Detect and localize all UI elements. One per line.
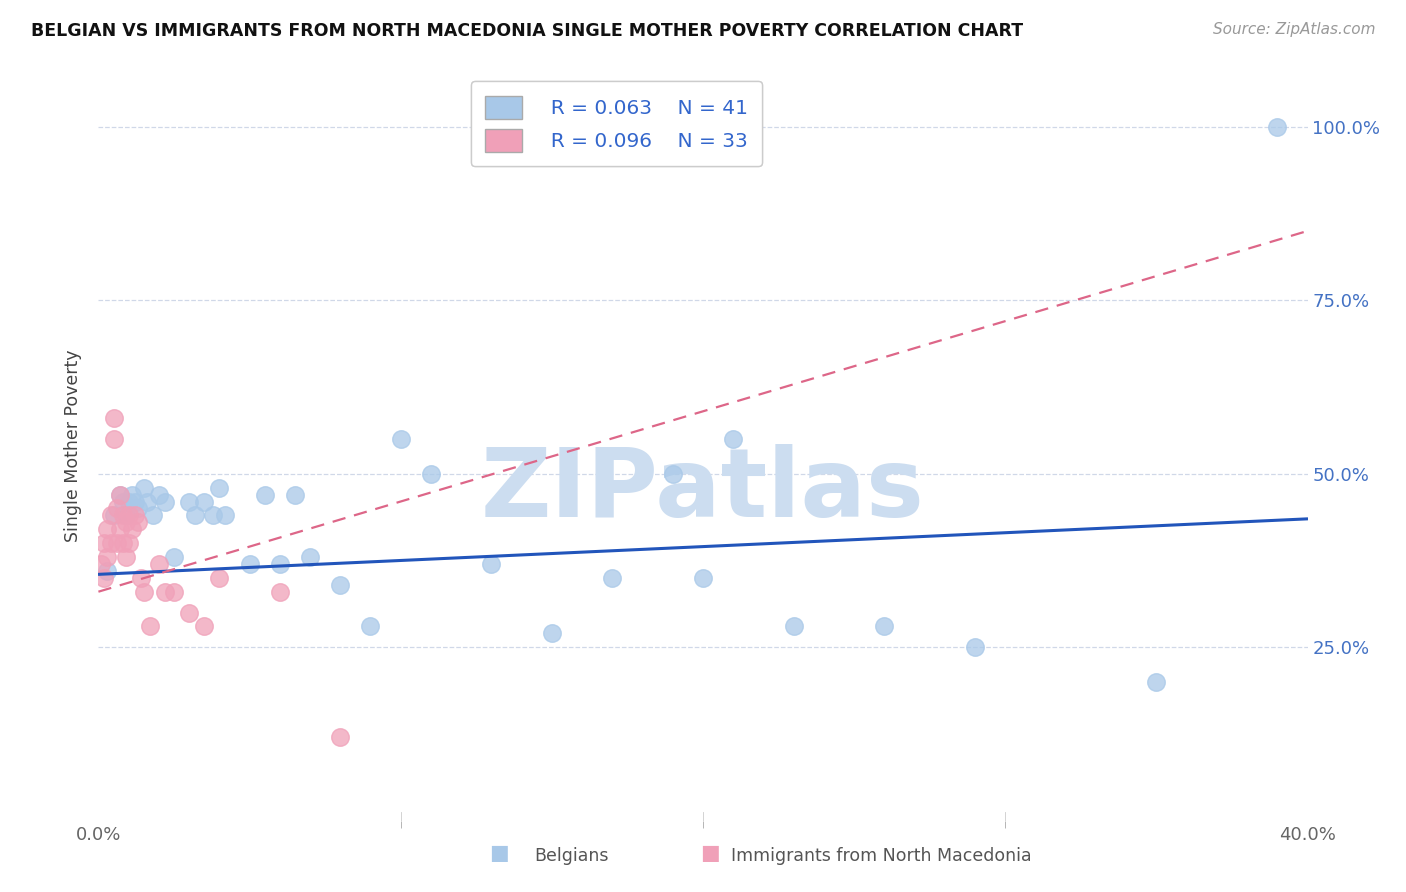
Point [193, 619, 215, 633]
Point [90, 557, 112, 571]
Point [269, 557, 291, 571]
Point [163, 584, 186, 599]
Point [692, 571, 714, 585]
Point [118, 536, 141, 550]
Text: Source: ZipAtlas.com: Source: ZipAtlas.com [1212, 22, 1375, 37]
Point [103, 411, 125, 425]
Point [284, 487, 307, 501]
Point [253, 487, 276, 501]
Text: ■: ■ [700, 843, 720, 863]
Point [481, 557, 503, 571]
Point [783, 619, 806, 633]
Point [127, 516, 149, 530]
Point [661, 467, 683, 481]
Point [239, 557, 262, 571]
Point [124, 508, 146, 523]
Point [103, 432, 125, 446]
Point [299, 549, 322, 564]
Point [1267, 120, 1289, 134]
Point [360, 619, 382, 633]
Point [723, 432, 745, 446]
Point [179, 494, 201, 508]
Point [124, 494, 146, 508]
Point [208, 571, 231, 585]
Point [965, 640, 987, 655]
Legend:   R = 0.063    N = 41,   R = 0.096    N = 33: R = 0.063 N = 41, R = 0.096 N = 33 [471, 81, 762, 166]
Point [129, 571, 152, 585]
Point [114, 508, 136, 523]
Point [179, 606, 201, 620]
Text: Belgians: Belgians [534, 847, 609, 865]
Point [127, 501, 149, 516]
Point [540, 626, 562, 640]
Point [873, 619, 896, 633]
Point [139, 619, 162, 633]
Point [111, 508, 134, 523]
Point [1144, 674, 1167, 689]
Point [153, 584, 176, 599]
Point [329, 578, 352, 592]
Text: Immigrants from North Macedonia: Immigrants from North Macedonia [731, 847, 1032, 865]
Point [93, 536, 115, 550]
Point [132, 481, 155, 495]
Point [108, 522, 131, 536]
Point [602, 571, 624, 585]
Point [193, 494, 215, 508]
Point [96, 549, 118, 564]
Point [93, 571, 115, 585]
Point [111, 494, 134, 508]
Point [108, 487, 131, 501]
Point [121, 487, 143, 501]
Point [114, 549, 136, 564]
Text: ZIPatlas: ZIPatlas [481, 444, 925, 538]
Point [132, 584, 155, 599]
Point [114, 516, 136, 530]
Point [118, 494, 141, 508]
Point [100, 508, 122, 523]
Point [148, 487, 170, 501]
Point [96, 522, 118, 536]
Point [103, 508, 125, 523]
Point [208, 481, 231, 495]
Point [389, 432, 412, 446]
Point [108, 487, 131, 501]
Point [269, 584, 291, 599]
Text: BELGIAN VS IMMIGRANTS FROM NORTH MACEDONIA SINGLE MOTHER POVERTY CORRELATION CHA: BELGIAN VS IMMIGRANTS FROM NORTH MACEDON… [31, 22, 1024, 40]
Point [121, 522, 143, 536]
Point [111, 536, 134, 550]
Point [148, 557, 170, 571]
Point [96, 564, 118, 578]
Point [153, 494, 176, 508]
Point [100, 536, 122, 550]
Text: ■: ■ [489, 843, 509, 863]
Point [184, 508, 207, 523]
Point [135, 494, 157, 508]
Point [202, 508, 225, 523]
Point [118, 508, 141, 523]
Point [105, 501, 128, 516]
Point [329, 731, 352, 745]
Y-axis label: Single Mother Poverty: Single Mother Poverty [65, 350, 83, 542]
Point [214, 508, 236, 523]
Point [142, 508, 165, 523]
Point [163, 549, 186, 564]
Point [420, 467, 443, 481]
Point [105, 536, 128, 550]
